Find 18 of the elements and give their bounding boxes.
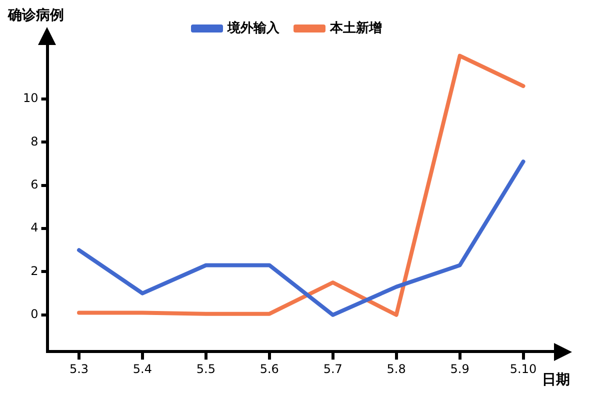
y-tick-label: 6 [30,177,38,192]
x-tick-label: 5.8 [386,362,406,376]
x-tick-label: 5.6 [260,362,279,376]
x-axis-title: 日期 [542,372,570,388]
x-tick-label: 5.3 [69,362,89,376]
y-tick-label: 4 [30,220,38,235]
x-tick-label: 5.10 [510,362,537,376]
y-tick-label: 10 [22,91,38,106]
y-tick-label: 8 [30,134,38,148]
x-tick-label: 5.7 [323,362,342,376]
x-tick-label: 5.9 [450,362,470,376]
y-tick-label: 2 [30,264,38,278]
legend-label: 境外输入 [226,20,280,36]
y-axis-title: 确诊病例 [7,6,64,24]
x-tick-label: 5.5 [196,362,216,376]
legend-label: 本土新增 [329,20,382,36]
x-tick-label: 5.4 [132,362,152,376]
y-tick-label: 0 [30,307,38,322]
